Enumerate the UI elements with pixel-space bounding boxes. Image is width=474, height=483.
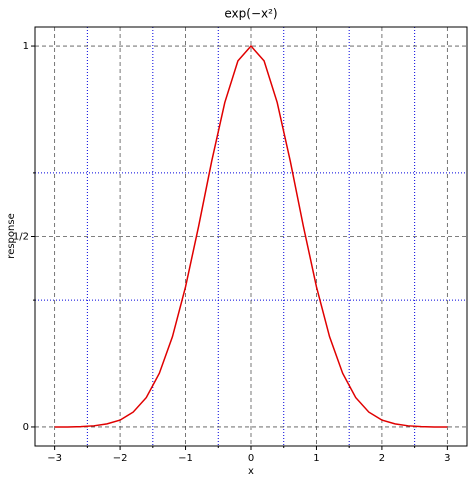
x-tick-label: −1: [178, 453, 193, 464]
plot-frame: [34, 26, 468, 447]
y-tick-label: 1/2: [13, 232, 29, 243]
x-tick-label: −3: [47, 453, 62, 464]
x-tick-label: 2: [379, 453, 385, 464]
y-tick-label: 1: [23, 41, 29, 52]
chart-title: exp(−x²): [224, 7, 277, 21]
x-tick-label: 3: [444, 453, 450, 464]
x-axis-label: x: [248, 466, 254, 477]
x-tick-label: 1: [313, 453, 319, 464]
y-tick-label: 0: [23, 422, 29, 433]
x-tick-label: 0: [248, 453, 254, 464]
line-series: [54, 44, 448, 428]
y-axis-label: response: [6, 213, 17, 258]
x-tick-label: −2: [113, 453, 128, 464]
